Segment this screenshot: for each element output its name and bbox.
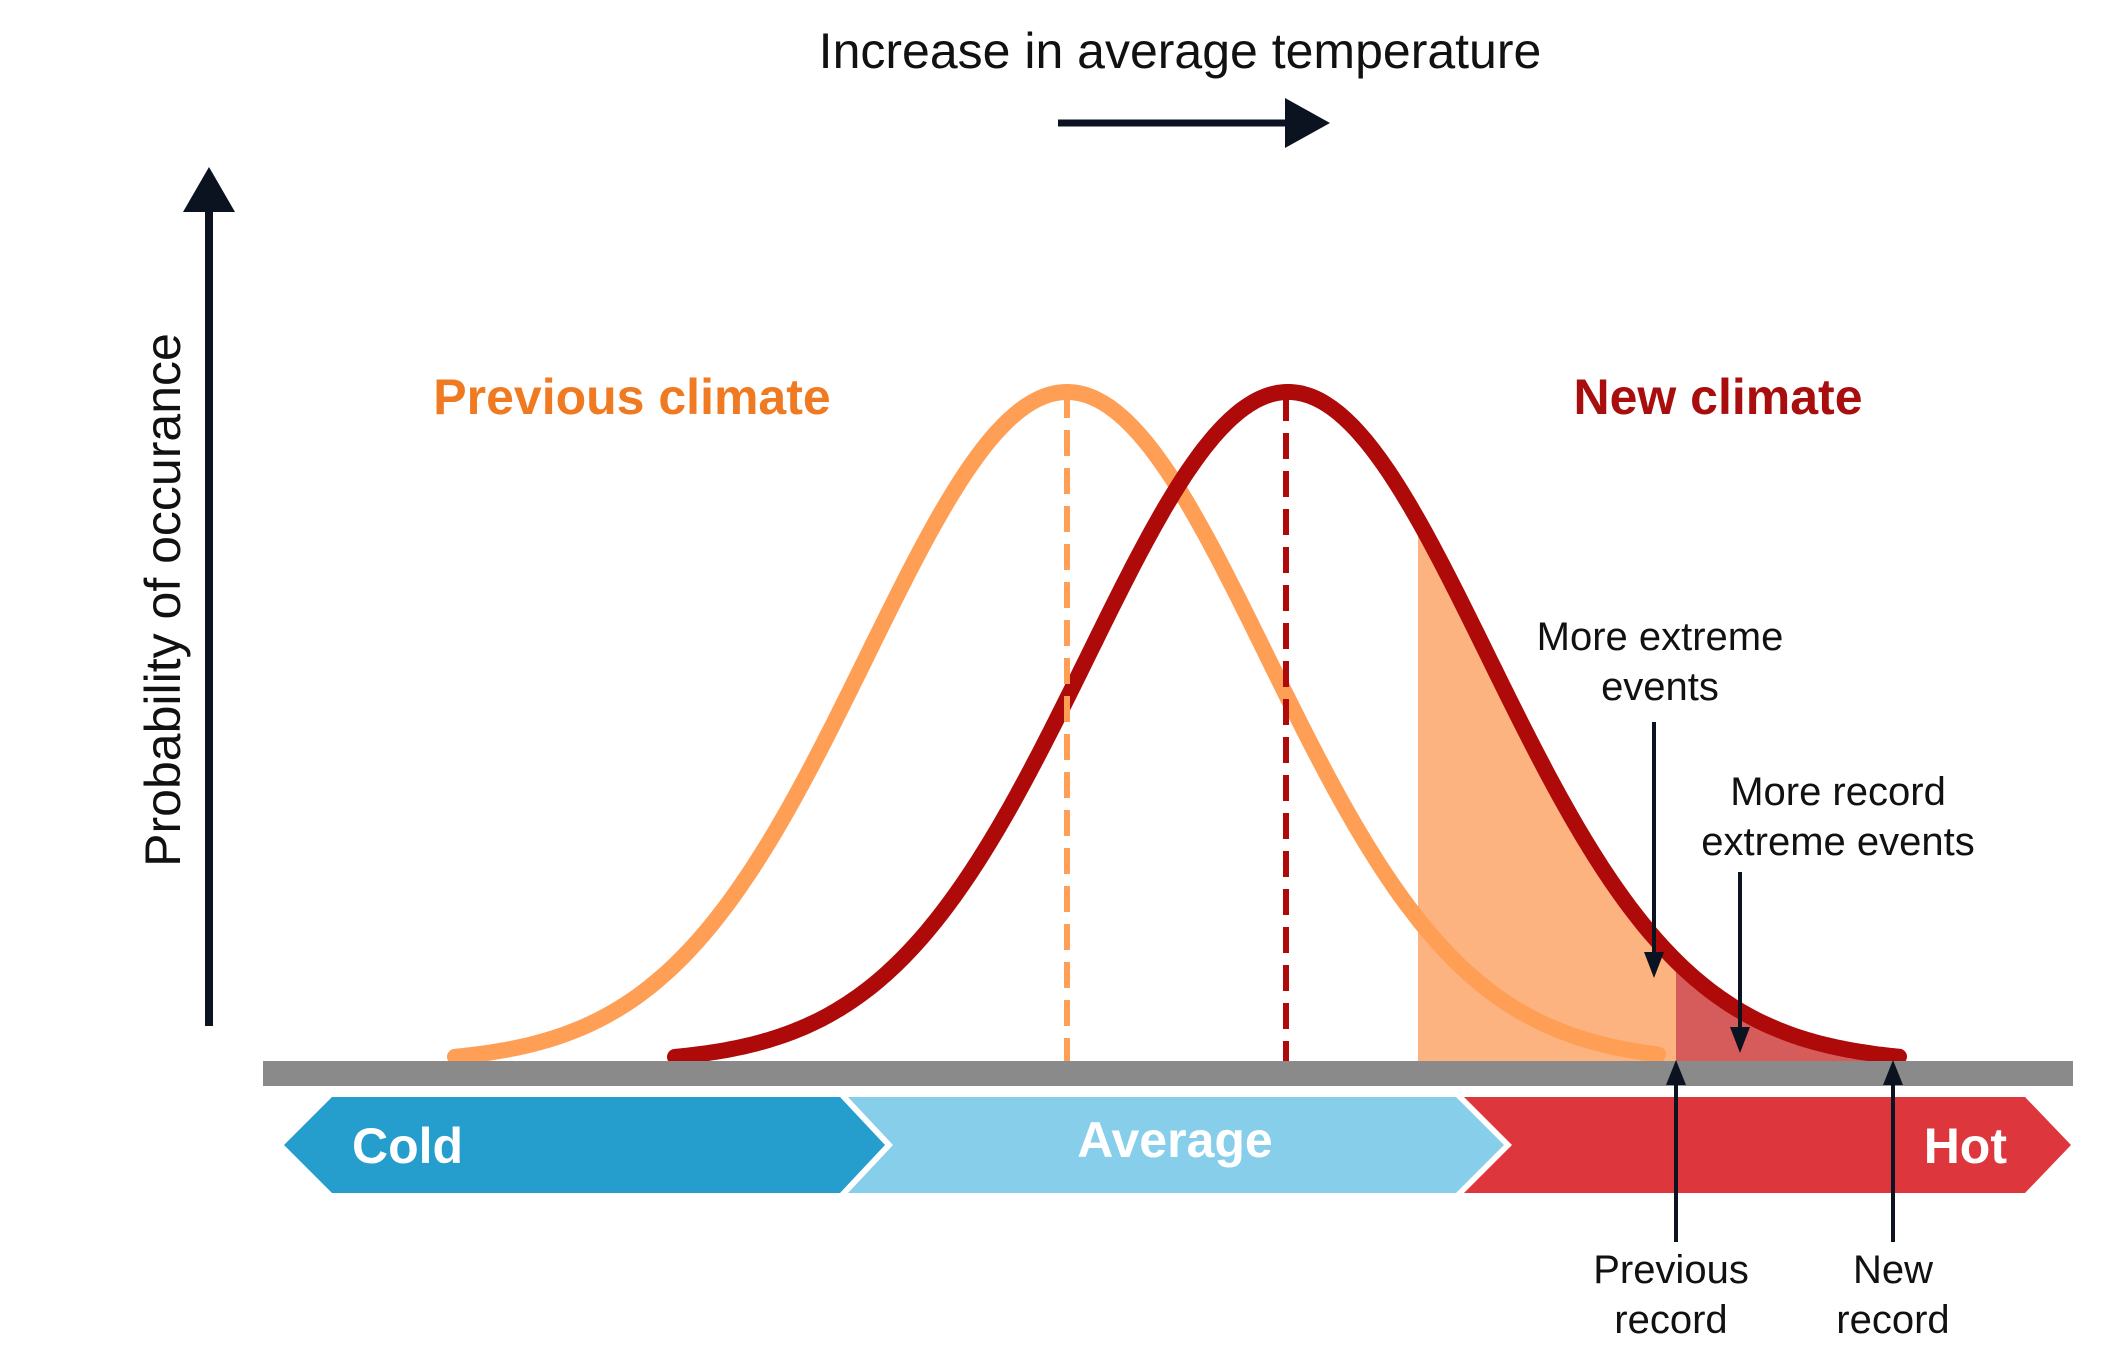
more-record-events-arrow-icon bbox=[1730, 872, 1750, 1053]
more-extreme-events-label-line2: events bbox=[1601, 665, 1719, 709]
previous-record-label-line2: record bbox=[1614, 1298, 1727, 1342]
previous-climate-label: Previous climate bbox=[433, 369, 830, 425]
new-climate-label: New climate bbox=[1573, 369, 1862, 425]
more-record-extreme-events-area bbox=[1676, 960, 1898, 1063]
new-record-label-line2: record bbox=[1836, 1298, 1949, 1342]
more-extreme-events-label-line1: More extreme bbox=[1537, 615, 1784, 659]
average-band-label: Average bbox=[1077, 1112, 1272, 1168]
cold-band-label: Cold bbox=[352, 1118, 463, 1174]
new-climate-curve bbox=[667, 384, 1907, 1065]
y-axis-arrow-icon bbox=[183, 167, 235, 1026]
y-axis-label: Probability of occurance bbox=[135, 333, 191, 867]
more-record-events-label-line2: extreme events bbox=[1701, 820, 1974, 864]
hot-band-label: Hot bbox=[1924, 1118, 2008, 1174]
previous-record-arrow-icon bbox=[1666, 1060, 1686, 1242]
average-band bbox=[848, 1097, 1504, 1193]
more-extreme-events-arrow-icon bbox=[1644, 722, 1664, 978]
new-record-label-line1: New bbox=[1853, 1248, 1933, 1292]
diagram-title: Increase in average temperature bbox=[819, 23, 1542, 79]
previous-record-label-line1: Previous bbox=[1593, 1248, 1749, 1292]
previous-climate-curve bbox=[447, 383, 1666, 1065]
cold-band bbox=[284, 1097, 885, 1193]
hot-band bbox=[1464, 1097, 2071, 1193]
more-record-events-label-line1: More record bbox=[1730, 770, 1946, 814]
baseline bbox=[263, 1061, 2073, 1086]
increase-arrow-icon bbox=[1058, 98, 1330, 148]
new-record-arrow-icon bbox=[1883, 1060, 1903, 1242]
